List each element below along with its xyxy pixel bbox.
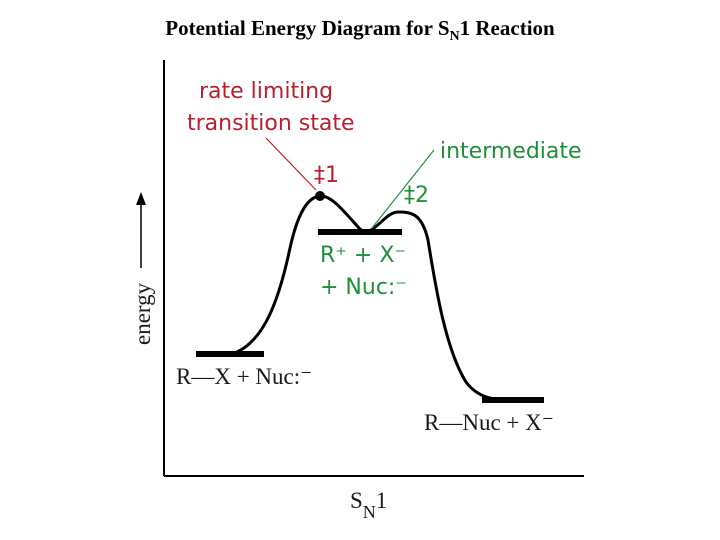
x-axis-label-main: S bbox=[350, 488, 363, 513]
rate-limiting-label-line2: transition state bbox=[187, 111, 355, 136]
x-axis-label-sub: N bbox=[363, 502, 376, 522]
y-axis-arrow-head bbox=[136, 192, 146, 205]
y-axis-label: energy bbox=[130, 282, 155, 345]
title-prefix: Potential Energy Diagram for S bbox=[165, 16, 450, 40]
x-axis-label-suffix: 1 bbox=[376, 488, 388, 513]
title-subscript: N bbox=[449, 29, 460, 45]
ts1-label: ‡1 bbox=[314, 163, 339, 188]
products-label: R—Nuc + X⁻ bbox=[424, 410, 554, 435]
rate-limiting-label-line1: rate limiting bbox=[199, 79, 333, 104]
intermediate-species-line2: + Nuc:⁻ bbox=[320, 275, 407, 300]
rate-limiting-pointer bbox=[265, 137, 317, 191]
ts2-label: ‡2 bbox=[404, 183, 429, 208]
intermediate-pointer bbox=[371, 149, 435, 229]
transition-state-1-dot bbox=[315, 191, 325, 201]
page-title: Potential Energy Diagram for SN1 Reactio… bbox=[0, 16, 720, 45]
intermediate-species-line1: R⁺ + X⁻ bbox=[320, 243, 406, 268]
intermediate-label: intermediate bbox=[440, 139, 582, 164]
reactants-label: R—X + Nuc:⁻ bbox=[176, 364, 312, 389]
y-axis-label-group: energy bbox=[130, 192, 155, 345]
title-suffix: 1 Reaction bbox=[459, 16, 555, 40]
x-axis-label: SN1 bbox=[350, 488, 387, 522]
energy-curve bbox=[231, 194, 511, 402]
